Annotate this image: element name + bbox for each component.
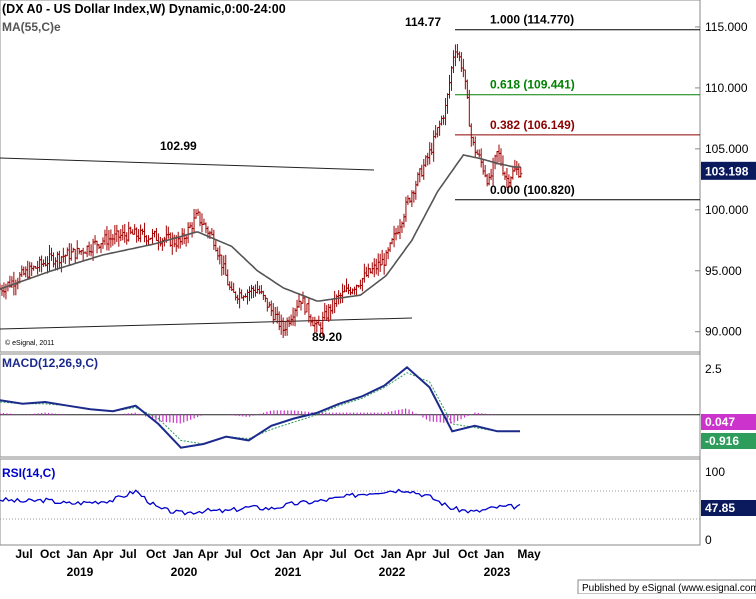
x-tick-label: Jul [119,547,136,561]
x-tick-label: Jan [67,547,88,561]
trendline-upper [0,157,375,171]
x-tick-label: Jan [276,547,297,561]
chart-title: (DX A0 - US Dollar Index,W) Dynamic,0:00… [2,2,286,16]
x-tick-label: Apr [406,547,427,561]
macd-line [0,365,520,449]
last-price-label: 103.198 [705,164,749,178]
x-tick-label: Jul [329,547,346,561]
price-tick-label: 95.000 [705,264,742,278]
macd-panel[interactable] [0,353,701,458]
trendline-lower [0,317,413,330]
x-tick-label: Jul [432,547,449,561]
x-year-label: 2021 [275,565,302,579]
macd-value-badge [701,414,756,430]
x-year-label: 2019 [67,565,94,579]
price-tick-label: 90.000 [705,325,742,339]
rsi-legend: RSI(14,C) [2,466,55,480]
x-year-label: 2023 [484,565,511,579]
trendlines [0,157,413,330]
footer-text: Published by eSignal (www.esignal.com) [582,583,756,594]
rsi-line [0,488,521,516]
copyright-label: © eSignal, 2011 [5,339,55,347]
macd-legend: MACD(12,26,9,C) [2,356,98,370]
x-tick-label: May [517,547,541,561]
fib-label: 0.618 (109.441) [490,78,575,92]
x-tick-label: Oct [40,547,60,561]
rsi-tick-label: 0 [705,533,712,547]
ma-legend: MA(55,C)e [2,20,61,34]
signal-value-badge [701,433,756,449]
price-annotation: 114.77 [405,15,441,29]
x-tick-label: Oct [354,547,374,561]
x-tick-label: Apr [303,547,324,561]
macd-tick-label: 2.5 [705,362,722,376]
price-annotation: 102.99 [160,139,197,153]
x-tick-label: Apr [198,547,219,561]
ma-line [0,153,521,302]
last-price-badge [701,161,756,180]
rsi-tick-label: 100 [705,465,725,479]
price-panel[interactable] [0,0,701,353]
x-tick-label: Oct [458,547,478,561]
rsi-value-badge [701,500,756,516]
fib-label: 0.000 (100.820) [490,183,575,197]
signal-value-label: -0.916 [705,434,739,448]
x-tick-label: Apr [93,547,114,561]
x-tick-label: Oct [146,547,166,561]
price-tick-label: 110.000 [705,81,748,95]
price-annotation: 89.20 [312,330,342,344]
x-tick-label: Jan [484,547,505,561]
price-tick-label: 115.000 [705,20,748,34]
fib-label: 0.382 (106.149) [490,118,575,132]
x-year-label: 2022 [379,565,406,579]
x-year-label: 2020 [171,565,198,579]
price-tick-label: 105.000 [705,142,749,156]
x-tick-label: Jul [224,547,241,561]
x-tick-label: Jul [15,547,32,561]
x-tick-label: Oct [250,547,270,561]
fib-label: 1.000 (114.770) [490,13,574,27]
macd-value-label: 0.047 [705,415,735,429]
x-tick-label: Jan [173,547,194,561]
price-tick-label: 100.000 [705,203,749,217]
x-tick-label: Jan [381,547,402,561]
rsi-panel[interactable] [0,458,701,546]
rsi-value-label: 47.85 [705,501,735,515]
